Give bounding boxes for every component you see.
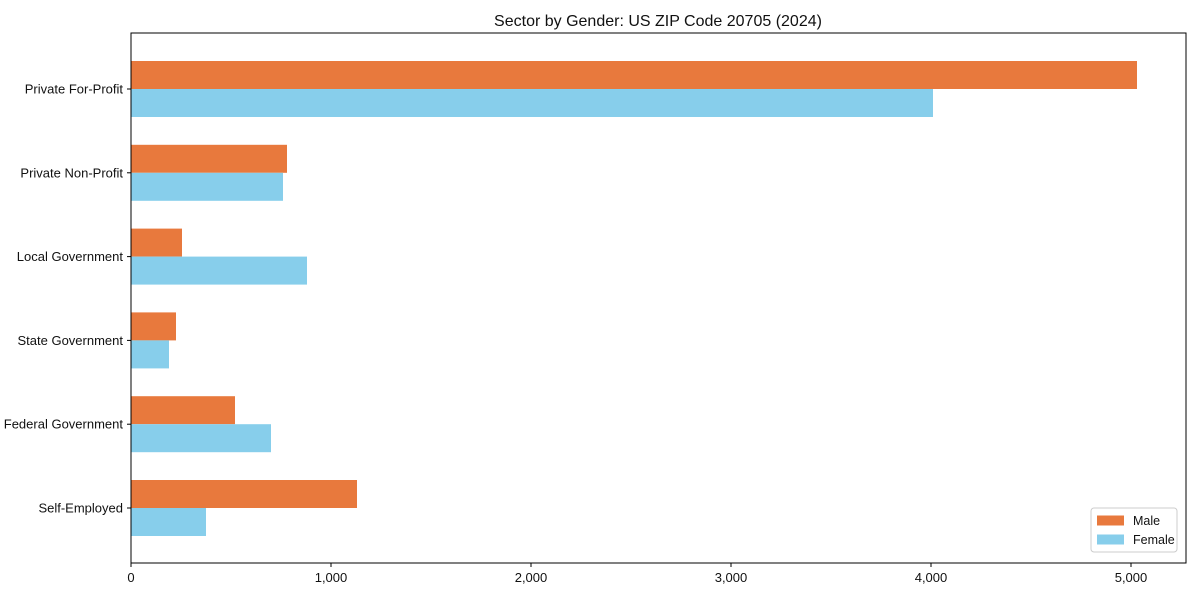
bar-male-self-employed <box>131 480 357 508</box>
x-tick-label-0: 0 <box>127 570 134 585</box>
bar-female-private-non-profit <box>131 172 283 201</box>
bar-male-federal-government <box>131 396 235 425</box>
y-tick-label-local-government: Local Government <box>17 249 124 264</box>
chart-title: Sector by Gender: US ZIP Code 20705 (202… <box>494 13 822 30</box>
legend-swatch-male <box>1097 515 1124 526</box>
y-tick-label-state-government: State Government <box>18 333 124 348</box>
legend: Male Female <box>1090 507 1178 553</box>
bar-female-local-government <box>131 256 307 285</box>
x-tick-label-5-000: 5,000 <box>1115 570 1148 585</box>
x-tick-label-4-000: 4,000 <box>915 570 948 585</box>
legend-label-female: Female <box>1133 533 1175 547</box>
y-tick-label-private-non-profit: Private Non-Profit <box>20 165 123 180</box>
y-tick-label-private-for-profit: Private For-Profit <box>25 82 124 97</box>
plot-frame <box>130 32 1187 564</box>
x-tick-label-1-000: 1,000 <box>315 570 348 585</box>
bar-female-self-employed <box>131 508 206 536</box>
x-tick-label-3-000: 3,000 <box>715 570 748 585</box>
x-tick-label-2-000: 2,000 <box>515 570 548 585</box>
bar-female-federal-government <box>131 424 271 453</box>
bar-male-local-government <box>131 228 182 257</box>
bar-female-private-for-profit <box>131 89 933 117</box>
legend-label-male: Male <box>1133 514 1160 528</box>
bar-male-private-for-profit <box>131 61 1137 89</box>
bar-male-private-non-profit <box>131 144 287 173</box>
legend-swatch-female <box>1097 534 1124 545</box>
plot-area: 0 1,000 2,000 3,000 4,000 5,000 Private For-Pr… <box>4 32 1187 585</box>
bar-female-state-government <box>131 340 169 369</box>
y-tick-label-self-employed: Self-Employed <box>38 501 123 516</box>
bar-male-state-government <box>131 312 176 341</box>
y-tick-label-federal-government: Federal Government <box>4 417 124 432</box>
